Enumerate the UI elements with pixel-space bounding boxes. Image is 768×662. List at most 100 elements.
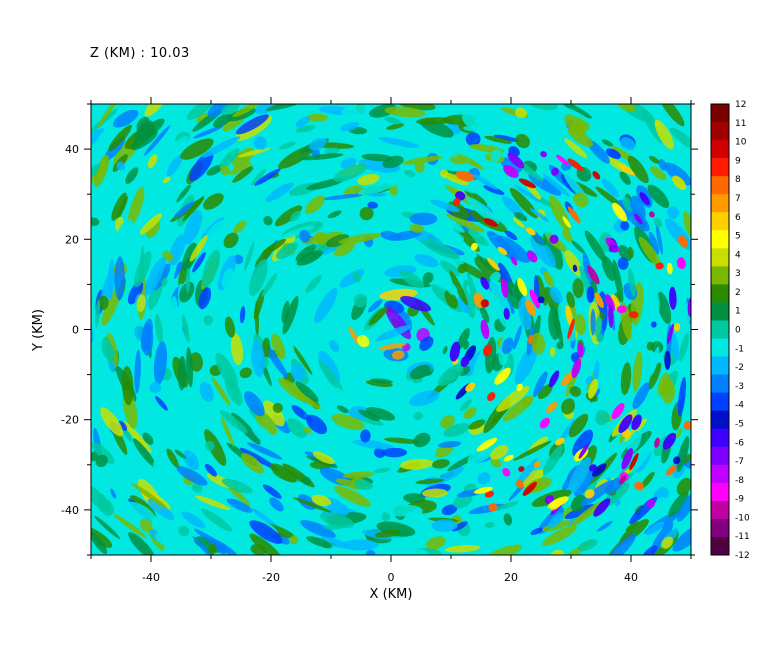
field-blob — [114, 256, 125, 301]
field-blob — [101, 286, 121, 326]
field-blob — [632, 351, 643, 392]
field-blob — [542, 525, 577, 546]
field-blob-strong — [577, 342, 584, 358]
field-blob — [307, 113, 329, 122]
field-blob — [484, 544, 522, 555]
field-blob — [572, 278, 584, 299]
field-blob — [484, 135, 512, 144]
field-blob — [433, 227, 465, 242]
field-blob — [381, 447, 408, 458]
field-blob — [224, 376, 243, 406]
field-blob — [607, 533, 637, 555]
colorbar-tick-label: -12 — [735, 551, 750, 561]
y-tick-label: 40 — [65, 143, 79, 156]
field-blob — [627, 155, 649, 184]
field-blob — [463, 407, 477, 419]
field-blob — [483, 185, 505, 195]
field-blob — [671, 332, 680, 361]
field-blob — [226, 498, 253, 513]
field-blob — [431, 519, 458, 532]
field-blob — [476, 253, 493, 272]
field-blob — [183, 210, 203, 245]
field-blob-strong — [482, 344, 493, 357]
field-blob — [309, 137, 327, 151]
field-blob — [677, 376, 687, 417]
field-blob — [221, 478, 253, 494]
field-blob — [336, 405, 349, 414]
field-blob — [125, 167, 139, 184]
field-blob — [174, 322, 190, 359]
colorbar-tick-label: 9 — [735, 156, 741, 166]
colorbar-tick-label: -7 — [735, 457, 744, 467]
field-blob — [594, 314, 603, 337]
field-blob — [210, 539, 226, 555]
field-blob — [496, 386, 530, 412]
field-blob — [281, 300, 290, 323]
field-blob — [573, 192, 589, 208]
field-blob — [161, 277, 168, 287]
field-blob — [213, 113, 233, 128]
field-blob — [186, 347, 194, 388]
field-blob-strong — [634, 213, 643, 225]
field-blob — [318, 360, 344, 395]
field-blob — [536, 274, 547, 306]
field-blob — [463, 125, 483, 132]
field-blob — [456, 153, 485, 170]
field-blob — [134, 349, 141, 394]
field-blob — [414, 254, 439, 268]
colorbar-swatch — [711, 500, 729, 520]
field-blob — [649, 155, 660, 164]
field-blob-strong — [549, 234, 559, 244]
field-blob — [415, 478, 444, 485]
field-blob — [582, 147, 600, 168]
field-blob-strong — [516, 383, 523, 392]
field-blob — [381, 511, 391, 522]
field-blob — [668, 491, 689, 517]
field-blob — [389, 230, 422, 241]
field-blob — [442, 346, 448, 355]
field-blob — [191, 483, 203, 493]
field-blob — [576, 115, 591, 131]
field-blob — [110, 488, 117, 499]
field-blob — [440, 260, 460, 277]
field-blob — [438, 466, 464, 483]
field-blob — [490, 149, 502, 163]
field-blob — [574, 313, 586, 335]
field-blob — [531, 332, 546, 355]
field-blob — [251, 423, 274, 445]
field-blob — [303, 426, 312, 434]
field-blob — [664, 162, 691, 186]
field-blob-strong — [512, 217, 525, 229]
field-blob — [461, 112, 484, 130]
field-blob — [365, 407, 396, 421]
field-blob-strong — [666, 262, 673, 275]
field-blob — [617, 257, 629, 270]
field-blob — [567, 108, 603, 131]
field-blob — [515, 133, 530, 149]
field-blob — [239, 305, 246, 324]
field-blob — [504, 230, 518, 241]
x-tick-label: 0 — [388, 571, 395, 584]
field-blob — [95, 299, 101, 328]
field-blob — [551, 304, 564, 346]
field-blob — [144, 125, 171, 156]
field-blob — [646, 521, 665, 535]
field-blob — [270, 123, 286, 138]
field-blob-strong — [516, 479, 524, 489]
field-blob — [95, 130, 107, 147]
field-blob — [154, 313, 163, 345]
field-blob — [653, 217, 663, 228]
field-blob — [206, 164, 224, 176]
field-blob — [111, 192, 127, 221]
field-blob — [599, 311, 605, 321]
colorbar-swatch — [711, 410, 729, 430]
field-blob — [607, 340, 619, 371]
field-blob — [300, 520, 336, 539]
field-blob — [91, 531, 108, 554]
field-blob — [249, 520, 283, 544]
field-blob — [151, 438, 169, 464]
field-blob — [358, 409, 380, 422]
field-blob — [176, 475, 195, 501]
field-blob — [127, 281, 144, 305]
